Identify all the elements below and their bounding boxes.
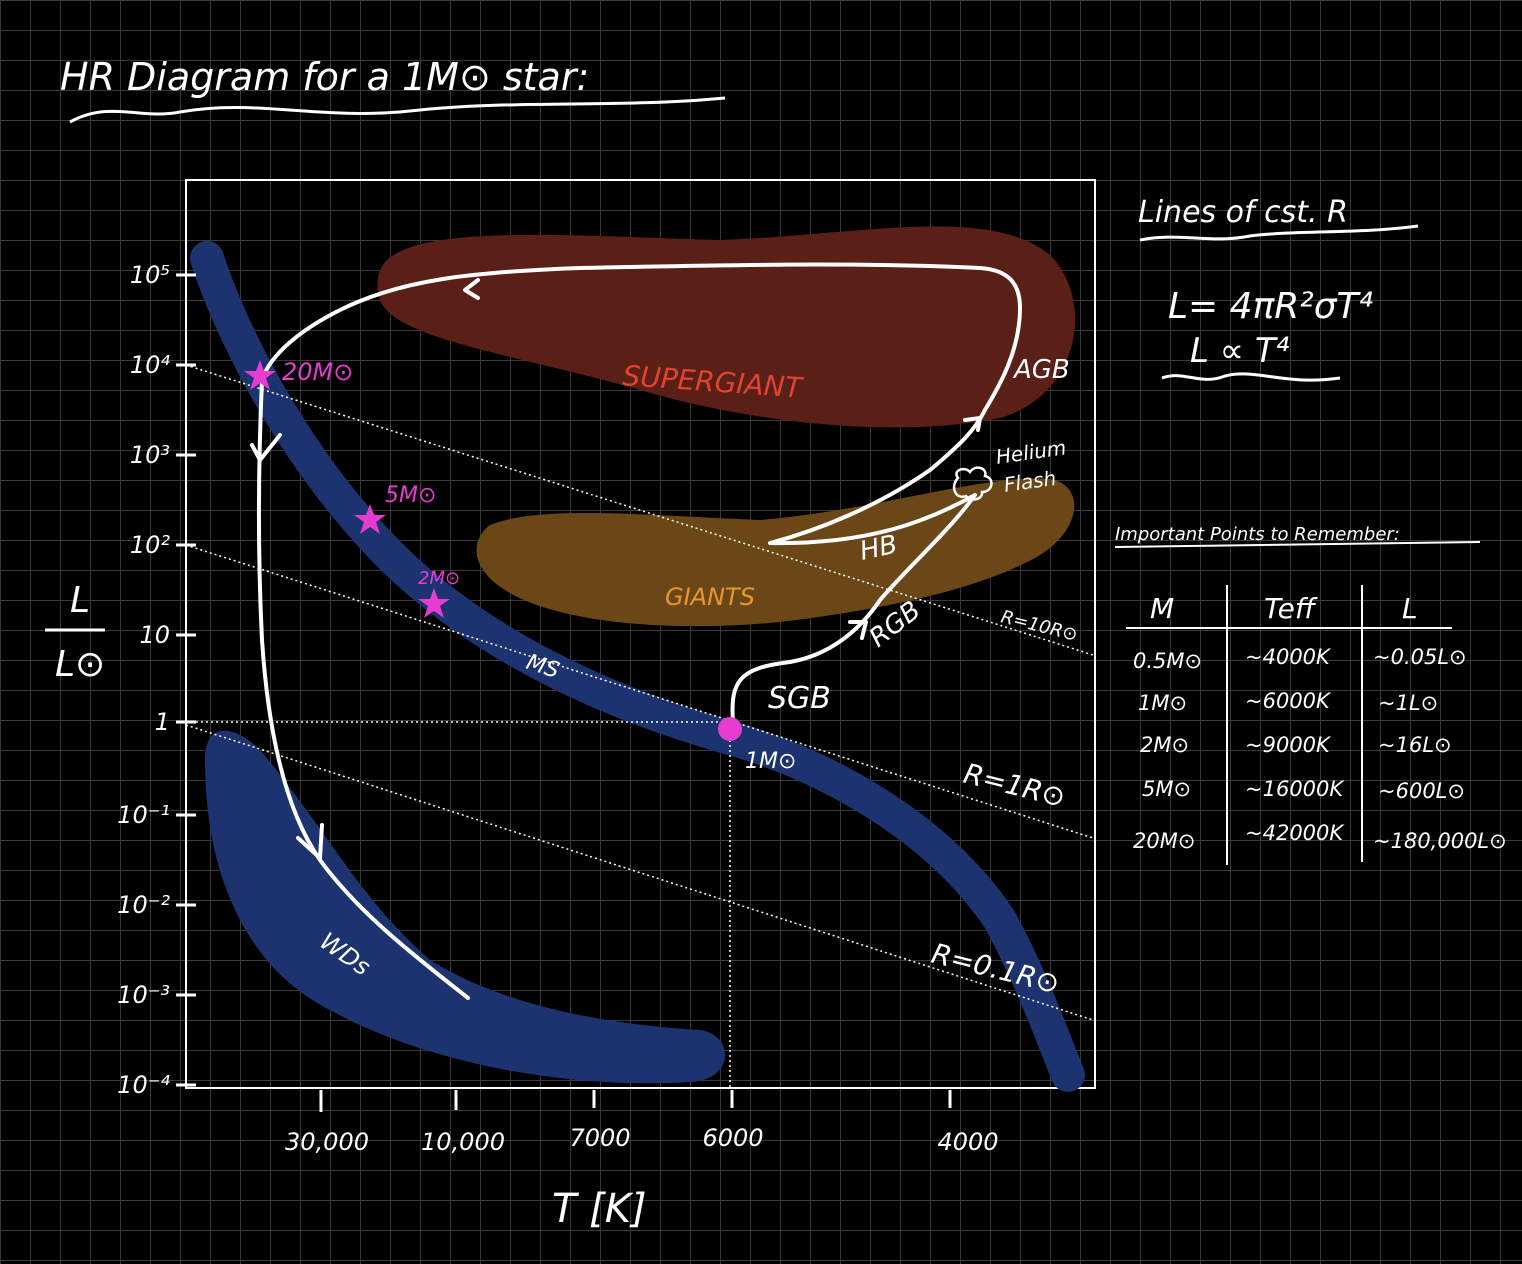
- y-tick-1e-4: 10⁻⁴: [117, 1071, 170, 1099]
- arrow-agb: [963, 416, 982, 432]
- wd-cooling-track: [257, 378, 470, 1000]
- helium-flash-icon: [952, 466, 993, 501]
- star-markers: [244, 360, 742, 741]
- table-title-underline: [1114, 541, 1481, 548]
- table-row-2-teff: ~9000K: [1245, 733, 1332, 757]
- equation-stefan-boltzmann: L= 4πR²σT⁴: [1168, 286, 1373, 327]
- x-axis: [319, 1090, 952, 1112]
- hb-track: [768, 408, 987, 546]
- arrow-rgb: [848, 620, 868, 640]
- table-row-3-teff: ~16000K: [1245, 777, 1345, 801]
- r10-label: R=10R⊙: [999, 606, 1080, 645]
- star-5msun-label: 5M⊙: [385, 483, 436, 508]
- y-tick-1e5: 10⁵: [130, 261, 170, 289]
- table-row-4-l: ~180,000L⊙: [1373, 829, 1507, 853]
- sgb-rgb-track: [730, 493, 977, 724]
- table-row-1-m: 1M⊙: [1138, 691, 1187, 715]
- y-tick-1e-3: 10⁻³: [117, 981, 170, 1009]
- helium-flash-label-1: Helium: [994, 435, 1067, 469]
- y-tick-1e4: 10⁴: [130, 351, 171, 379]
- white-dwarf-region: [205, 730, 726, 1084]
- arrow-sg: [463, 278, 480, 300]
- giants-label: GIANTS: [665, 583, 755, 611]
- table-row-1-l: ~1L⊙: [1378, 691, 1438, 715]
- y-tick-1e3: 10³: [130, 441, 170, 469]
- agb-track: [260, 262, 1022, 412]
- star-2msun-icon: [418, 588, 450, 618]
- table-row-0-teff: ~4000K: [1245, 645, 1332, 669]
- y-tick-1e-1: 10⁻¹: [117, 801, 170, 829]
- agb-label: AGB: [1012, 355, 1070, 385]
- y-tick-10: 10: [139, 621, 170, 649]
- y-tick-1e2: 10²: [130, 531, 171, 559]
- x-tick-4000: 4000: [937, 1128, 998, 1156]
- page-title: HR Diagram for a 1M⊙ star:: [60, 55, 589, 99]
- table-row-2-m: 2M⊙: [1140, 733, 1189, 757]
- table-row-1-teff: ~6000K: [1245, 689, 1332, 713]
- constant-radius-lines: [185, 364, 1094, 1088]
- table-row-0-m: 0.5M⊙: [1133, 649, 1202, 673]
- star-2msun-label: 2M⊙: [418, 568, 460, 589]
- table-row-4-teff: ~42000K: [1245, 821, 1345, 845]
- equation-proportional: L ∝ T⁴: [1190, 331, 1290, 371]
- equation-underline: [1161, 372, 1341, 382]
- table-row-3-l: ~600L⊙: [1378, 779, 1465, 803]
- x-tick-7000: 7000: [569, 1124, 630, 1152]
- sgb-label: SGB: [768, 681, 831, 716]
- x-axis-label: T [K]: [552, 1186, 647, 1232]
- table-row-4-m: 20M⊙: [1133, 829, 1195, 853]
- giants-region: [476, 478, 1075, 627]
- y-label-bottom: L⊙: [55, 644, 105, 685]
- title-underline: [69, 96, 726, 124]
- y-label-top: L: [70, 580, 90, 621]
- x-tick-10000: 10,000: [421, 1128, 505, 1156]
- y-axis: [176, 273, 196, 1087]
- evolution-track: [250, 262, 1022, 1000]
- table-header-teff: Teff: [1264, 592, 1318, 625]
- radius-line-1: [185, 544, 1094, 839]
- lines-title-underline: [1139, 224, 1419, 242]
- arrow-down-2: [296, 823, 324, 860]
- radius-line-01: [185, 724, 1094, 1021]
- star-1msun-dot: [718, 717, 742, 741]
- y-tick-1: 1: [155, 708, 170, 736]
- table-header-l: L: [1402, 592, 1418, 625]
- table-title: Important Points to Remember:: [1115, 524, 1400, 545]
- table-row-0-l: ~0.05L⊙: [1373, 645, 1467, 669]
- radius-line-10: [185, 364, 1094, 656]
- table-row-3-m: 5M⊙: [1142, 777, 1191, 801]
- star-20msun-icon: [244, 360, 276, 390]
- points-table: M Teff L 0.5M⊙ ~4000K ~0.05L⊙ 1M⊙ ~6000K…: [1126, 585, 1507, 865]
- lines-title: Lines of cst. R: [1138, 195, 1348, 230]
- supergiant-region: [377, 226, 1076, 428]
- x-tick-6000: 6000: [702, 1124, 763, 1152]
- arrow-down-1: [250, 433, 282, 462]
- x-tick-30000: 30,000: [285, 1128, 369, 1156]
- y-tick-1e-2: 10⁻²: [117, 891, 170, 919]
- table-header-m: M: [1150, 592, 1174, 625]
- table-row-2-l: ~16L⊙: [1378, 733, 1452, 757]
- r1-label: R=1R⊙: [960, 757, 1069, 814]
- star-20msun-label: 20M⊙: [282, 358, 353, 386]
- main-sequence-region: [190, 241, 1085, 1092]
- star-5msun-icon: [354, 504, 386, 534]
- star-1msun-label: 1M⊙: [745, 749, 796, 774]
